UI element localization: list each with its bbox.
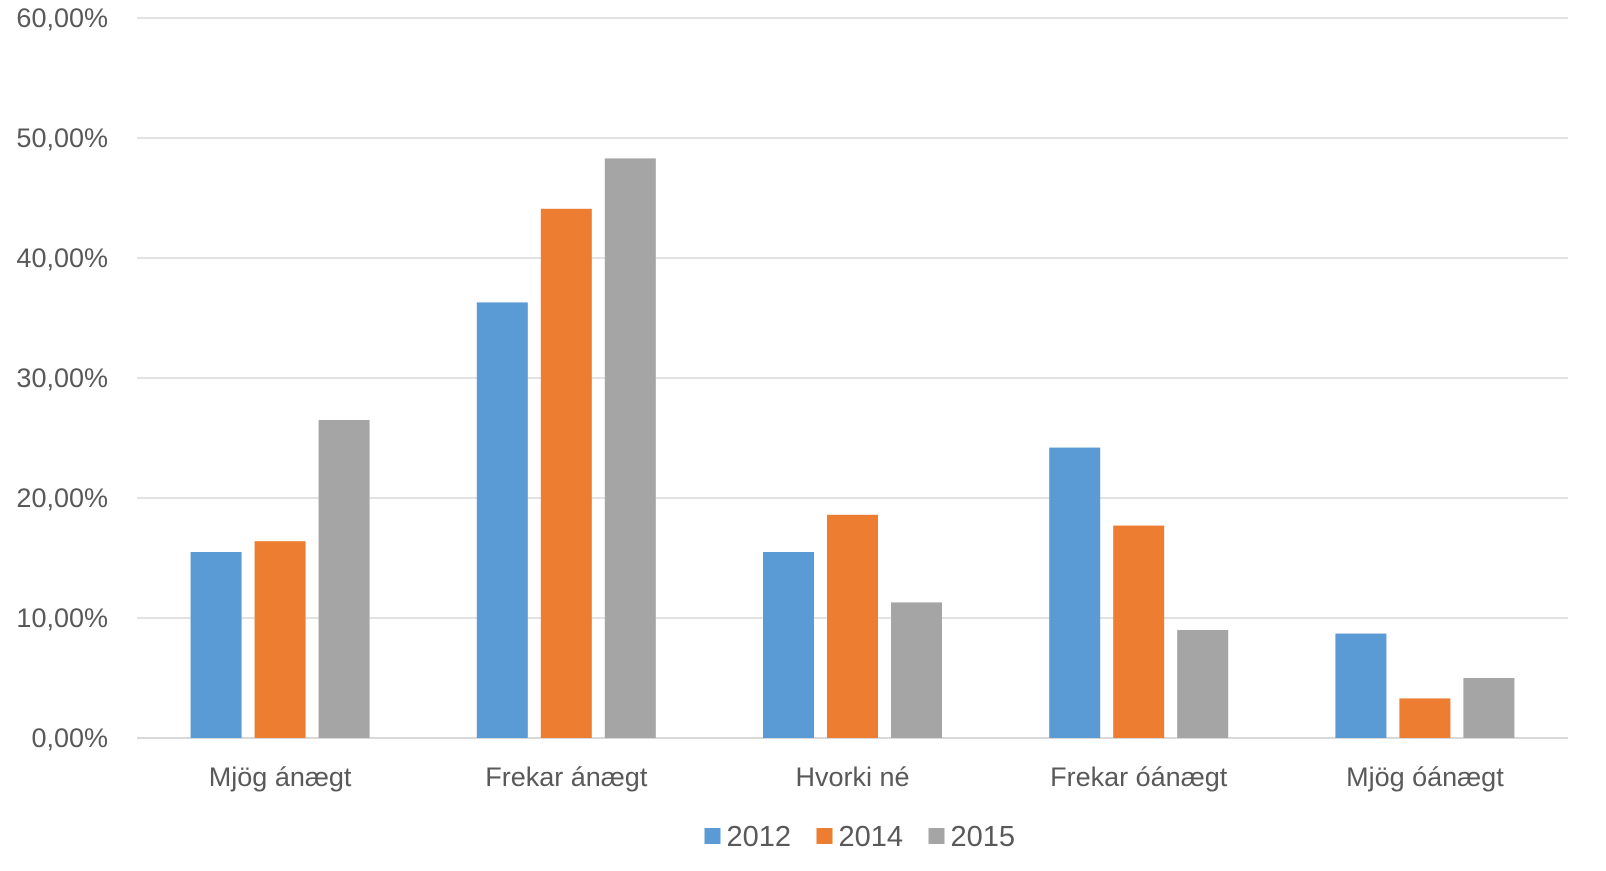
bars [190, 158, 1515, 739]
bar-2015-4 [1463, 678, 1515, 738]
y-tick-label: 50,00% [16, 123, 108, 153]
bar-2014-0 [254, 541, 306, 738]
gridlines [137, 17, 1568, 739]
x-category-label: Hvorki né [795, 762, 909, 792]
legend-label: 2014 [839, 821, 904, 853]
bar-2012-0 [190, 552, 242, 738]
legend-item-2015: 2015 [928, 821, 1016, 853]
bar-2012-3 [1049, 447, 1101, 738]
bar-2015-2 [891, 602, 942, 738]
bar-2012-4 [1335, 633, 1387, 738]
y-axis-tick-labels: 0,00% 10,00% 20,00% 30,00% 40,00% 50,00% 60,00… [16, 3, 108, 753]
x-category-label: Mjög ánægt [209, 762, 352, 792]
y-tick-label: 60,00% [16, 3, 108, 33]
x-category-label: Mjög óánægt [1346, 762, 1504, 792]
bar-2012-1 [476, 302, 528, 738]
bar-2012-2 [763, 552, 814, 738]
bar-2015-0 [318, 420, 370, 738]
bar-2015-1 [604, 158, 656, 738]
legend-swatch [928, 828, 945, 844]
legend-item-2012: 2012 [704, 821, 792, 853]
y-tick-label: 10,00% [16, 603, 108, 633]
bar-2014-4 [1399, 698, 1451, 738]
y-tick-label: 30,00% [16, 363, 108, 393]
bar-2015-3 [1177, 630, 1229, 738]
x-category-label: Frekar óánægt [1050, 762, 1228, 792]
bar-2014-3 [1113, 525, 1165, 738]
bar-2014-1 [540, 208, 592, 739]
y-tick-label: 0,00% [31, 723, 108, 753]
legend-label: 2015 [951, 821, 1016, 853]
bar-2014-2 [827, 514, 878, 738]
x-axis-category-labels: Mjög ánægt Frekar ánægt Hvorki né Frekar óá… [209, 762, 1504, 792]
y-tick-label: 40,00% [16, 243, 108, 273]
legend-swatch [816, 828, 833, 844]
legend-label: 2012 [727, 821, 792, 853]
y-tick-label: 20,00% [16, 483, 108, 513]
legend-swatch [704, 828, 721, 844]
legend-item-2014: 2014 [816, 821, 904, 853]
legend: 2012 2014 2015 [704, 821, 1016, 853]
x-category-label: Frekar ánægt [485, 762, 648, 792]
